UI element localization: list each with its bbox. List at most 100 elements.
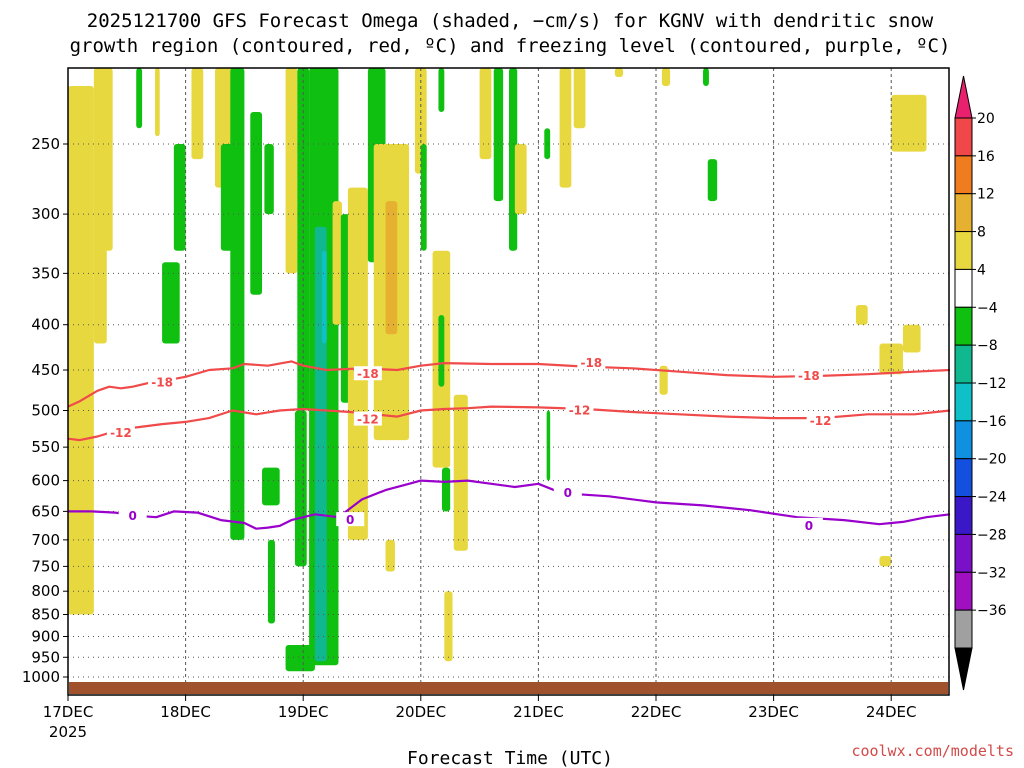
omega-region-37 [479,68,492,160]
colorbar-box-5 [954,306,973,346]
colorbar-box-9 [954,458,973,498]
colorbar-label-11: −28 [977,527,1007,543]
colorbar-box-6 [954,344,973,384]
omega-region-3 [136,68,143,129]
colorbar-box-11 [954,533,973,573]
x-tick-label-23DEC: 23DEC [748,703,799,721]
omega-region-6 [173,144,186,251]
omega-region-48 [707,159,718,202]
colorbar-box-4 [954,268,973,308]
y-tick-label-750: 750 [31,557,60,575]
colorbar-label-4: 4 [977,262,986,278]
colorbar-label-10: −24 [977,490,1007,506]
colorbar-label-12: −32 [977,565,1007,581]
contour-label-bg-1-2 [565,402,594,417]
omega-region-13 [262,467,280,506]
y-tick-label-400: 400 [31,316,60,334]
contour-label-dgz-0: -12 [110,426,132,440]
omega-region-53 [902,324,921,353]
contour-label-dgz-3: -12 [810,414,832,428]
y-tick-label-1000: 1000 [22,668,60,686]
contour-label-freezing-3: 0 [805,519,813,533]
colorbar-box-10 [954,496,973,535]
omega-region-12 [264,144,274,215]
omega-region-40 [514,144,527,215]
y-tick-label-650: 650 [31,502,60,520]
omega-region-29 [420,144,427,251]
contour-label-dgz-1: -18 [357,367,379,381]
omega-region-38 [493,68,504,202]
contour-label-bg-0-1 [353,366,382,381]
omega-region-10 [230,68,245,540]
contour-label-freezing-1: 0 [346,513,354,527]
colorbar-bottom-arrow [954,647,973,691]
omega-region-34 [385,539,395,572]
omega-region-21 [322,250,327,344]
colorbar-label-13: −36 [977,603,1007,619]
y-tick-label-300: 300 [31,205,60,223]
colorbar-box-0 [954,117,973,157]
y-tick-label-950: 950 [31,648,60,666]
omega-region-35 [444,591,453,662]
colorbar-box-3 [954,231,973,270]
omega-region-45 [614,68,624,77]
contour-line-dgz--12 [67,405,951,442]
y-tick-label-550: 550 [31,438,60,456]
omega-shading-layer [68,68,927,672]
colorbar-label-5: −4 [977,300,998,316]
y-tick-label-500: 500 [31,402,60,420]
omega-region-5 [162,262,180,344]
colorbar: 20 16 12 8 4 −4 −8 −12 −16 −20 −24 −28 −32 −36 [954,75,1007,691]
omega-region-47 [703,68,709,87]
omega-region-4 [155,68,160,137]
y-tick-label-700: 700 [31,531,60,549]
colorbar-label-6: −8 [977,338,998,354]
omega-region-50 [891,94,927,152]
omega-region-2 [100,68,113,251]
contour-line-dgz--18 [67,360,951,408]
omega-region-36 [438,68,445,112]
omega-region-15 [285,68,298,274]
contour-label-bg-2-0 [118,508,147,523]
contour-label-bg-1-3 [806,413,835,428]
contour-layer: -18 -18 -18 -18 -12 -12 -12 -12 0 0 0 0 [67,355,951,533]
omega-region-31 [438,314,445,387]
colorbar-label-8: −16 [977,414,1007,430]
contour-label-bg-2-2 [553,485,582,500]
x-tick-label-19DEC: 19DEC [278,703,329,721]
credit-text: coolwx.com/modelts [851,742,1014,760]
contour-label-bg-0-3 [794,367,823,382]
omega-region-46 [661,68,671,87]
y-tick-label-800: 800 [31,582,60,600]
omega-region-27 [385,201,398,335]
omega-region-43 [559,68,572,188]
omega-region-49 [659,365,668,395]
contour-label-bg-1-0 [106,424,135,439]
omega-region-54 [879,556,892,567]
grid-layer [68,68,949,695]
ground-strip [69,682,948,694]
omega-region-0 [68,86,94,615]
contour-label-bg-1-1 [353,411,382,426]
x-tick-label-20DEC: 20DEC [396,703,447,721]
contour-label-bg-0-0 [148,374,177,389]
omega-region-33 [441,467,451,512]
x-tick-label-21DEC: 21DEC [513,703,564,721]
contour-label-dgz-0: -18 [151,376,173,390]
contour-line-freezing-0 [68,479,951,530]
omega-region-42 [546,410,551,481]
chart-title-line1: 2025121700 GFS Forecast Omega (shaded, −… [87,10,934,32]
x-tick-label-24DEC: 24DEC [866,703,917,721]
x-axis-title: Forecast Time (UTC) [407,748,613,768]
omega-region-14 [267,539,275,624]
x-tick-label-17DEC: 17DEC [43,703,94,721]
omega-region-41 [544,128,551,160]
colorbar-top-arrow [954,75,973,119]
contour-label-dgz-2: -12 [569,404,591,418]
colorbar-label-7: −12 [977,376,1007,392]
contour-label-bg-2-3 [794,517,823,532]
contour-label-dgz-1: -12 [357,413,379,427]
colorbar-label-2: 12 [977,187,995,203]
contour-label-dgz-2: -18 [580,356,602,370]
